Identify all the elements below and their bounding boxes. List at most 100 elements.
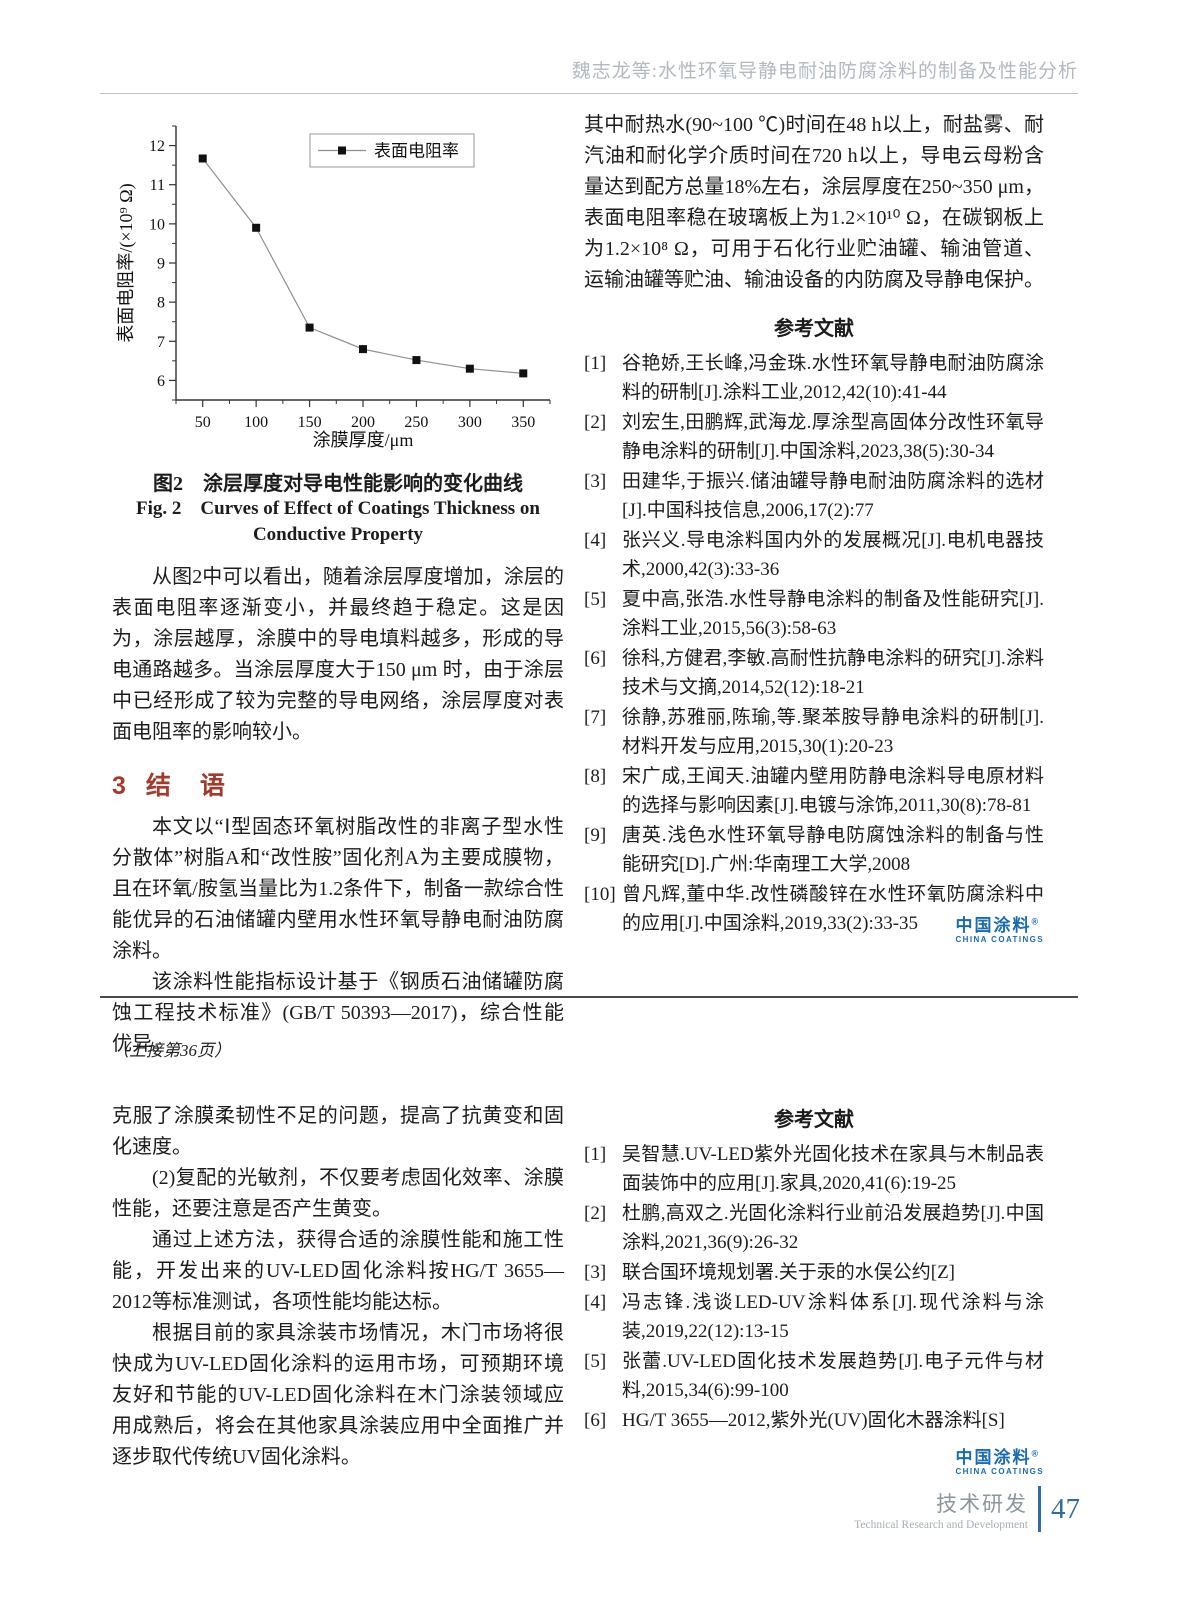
article2-references-list: [1] 吴智慧.UV-LED紫外光固化技术在家具与木制品表面装饰中的应用[J].… [584, 1140, 1044, 1435]
article1-columns: 6 7 8 9 10 11 12 50 100 150 200 250 300 350 表面电阻率 涂膜厚度/… [112, 110, 1044, 1060]
reference-label: [2] [584, 1203, 607, 1224]
reference-label: [6] [584, 648, 607, 669]
reference-item: [6] HG/T 3655—2012,紫外光(UV)固化木器涂料[S] [584, 1406, 1044, 1435]
reference-text: 冯志锋.浅谈LED-UV涂料体系[J].现代涂料与涂装,2019,22(12):… [622, 1292, 1044, 1342]
reference-item: [3] 田建华,于振兴.储油罐导静电耐油防腐涂料的选材[J].中国科技信息,20… [584, 467, 1044, 525]
reference-item: [1] 吴智慧.UV-LED紫外光固化技术在家具与木制品表面装饰中的应用[J].… [584, 1140, 1044, 1198]
reference-text: 徐科,方健君,李敏.高耐性抗静电涂料的研究[J].涂料技术与文摘,2014,52… [622, 648, 1044, 698]
reference-label: [1] [584, 1144, 607, 1165]
article1-references-list: [1] 谷艳娇,王长峰,冯金珠.水性环氧导静电耐油防腐涂料的研制[J].涂料工业… [584, 349, 1044, 938]
svg-text:8: 8 [157, 295, 165, 312]
reference-label: [7] [584, 707, 607, 728]
svg-text:表面电阻率: 表面电阻率 [374, 142, 459, 161]
header-rule [100, 93, 1078, 94]
reference-text: 杜鹏,高双之.光固化涂料行业前沿发展趋势[J].中国涂料,2021,36(9):… [622, 1203, 1044, 1253]
article1-left-column: 6 7 8 9 10 11 12 50 100 150 200 250 300 350 表面电阻率 涂膜厚度/… [112, 110, 564, 1060]
china-coatings-logo-cn: 中国涂料® [955, 916, 1039, 935]
article1-right-column: 其中耐热水(90~100 ℃)时间在48 h以上，耐盐雾、耐汽油和耐化学介质时间… [584, 110, 1044, 1060]
reference-label: [4] [584, 530, 607, 551]
reference-item: [5] 夏中高,张浩.水性导静电涂料的制备及性能研究[J].涂料工业,2015,… [584, 585, 1044, 643]
reference-item: [5] 张蕾.UV-LED固化技术发展趋势[J].电子元件与材料,2015,34… [584, 1347, 1044, 1405]
svg-text:100: 100 [244, 414, 268, 431]
reference-item: [2] 杜鹏,高双之.光固化涂料行业前沿发展趋势[J].中国涂料,2021,36… [584, 1199, 1044, 1257]
footer-section: 技术研发 Technical Research and Development [854, 1488, 1028, 1531]
reference-item: [3] 联合国环境规划署.关于汞的水俣公约[Z] [584, 1258, 1044, 1287]
reference-text: 宋广成,王闻天.油罐内壁用防静电涂料导电原材料的选择与影响因素[J].电镀与涂饰… [622, 766, 1044, 816]
reference-item: [10] 曾凡辉,董中华.改性磷酸锌在水性环氧防腐涂料中的应用[J].中国涂料,… [584, 880, 1044, 938]
svg-text:350: 350 [511, 414, 535, 431]
svg-text:50: 50 [195, 414, 211, 431]
reference-text: 刘宏生,田鹏辉,武海龙.厚涂型高固体分改性环氧导静电涂料的研制[J].中国涂料,… [622, 412, 1044, 462]
svg-text:300: 300 [458, 414, 482, 431]
article2-paragraph2: (2)复配的光敏剂，不仅要考虑固化效率、涂膜性能，还要注意是否产生黄变。 [112, 1167, 564, 1220]
registered-mark-icon: ® [1031, 916, 1039, 927]
registered-mark-icon: ® [1031, 1448, 1039, 1459]
article1-paragraph-figure-discussion: 从图2中可以看出，随着涂层厚度增加，涂层的表面电阻率逐渐变小，并最终趋于稳定。这… [112, 566, 564, 743]
reference-label: [3] [584, 471, 607, 492]
article2-block: （上接第36页） 克服了涂膜柔韧性不足的问题，提高了抗黄变和固化速度。 (2)复… [112, 1036, 1044, 1479]
continued-from-note: （上接第36页） [112, 1041, 231, 1060]
reference-text: 张兴义.导电涂料国内外的发展概况[J].电机电器技术,2000,42(3):33… [622, 530, 1044, 580]
reference-label: [5] [584, 589, 607, 610]
reference-text: 联合国环境规划署.关于汞的水俣公约[Z] [622, 1262, 956, 1283]
reference-text: 吴智慧.UV-LED紫外光固化技术在家具与木制品表面装饰中的应用[J].家具,2… [622, 1144, 1044, 1194]
footer-section-cn: 技术研发 [936, 1492, 1028, 1516]
reference-text: HG/T 3655—2012,紫外光(UV)固化木器涂料[S] [622, 1410, 1005, 1431]
reference-item: [8] 宋广成,王闻天.油罐内壁用防静电涂料导电原材料的选择与影响因素[J].电… [584, 762, 1044, 820]
article2-columns: 克服了涂膜柔韧性不足的问题，提高了抗黄变和固化速度。 (2)复配的光敏剂，不仅要… [112, 1101, 1044, 1479]
article1-conclusion-paragraph2: 该涂料性能指标设计基于《钢质石油储罐防腐蚀工程技术标准》(GB/T 50393—… [112, 971, 564, 1055]
reference-text: 夏中高,张浩.水性导静电涂料的制备及性能研究[J].涂料工业,2015,56(3… [622, 589, 1044, 639]
svg-text:表面电阻率/(×10⁹ Ω): 表面电阻率/(×10⁹ Ω) [116, 183, 137, 342]
reference-label: [9] [584, 825, 607, 846]
reference-item: [2] 刘宏生,田鹏辉,武海龙.厚涂型高固体分改性环氧导静电涂料的研制[J].中… [584, 408, 1044, 466]
article2-logo-row: 中国涂料® CHINA COATINGS [584, 1449, 1044, 1479]
article2-paragraph1: 克服了涂膜柔韧性不足的问题，提高了抗黄变和固化速度。 [112, 1105, 564, 1158]
reference-label: [6] [584, 1410, 607, 1431]
svg-text:11: 11 [150, 177, 165, 194]
svg-text:10: 10 [149, 216, 165, 233]
reference-item: [4] 张兴义.导电涂料国内外的发展概况[J].电机电器技术,2000,42(3… [584, 526, 1044, 584]
reference-label: [3] [584, 1262, 607, 1283]
section3-title: 结 语 [145, 772, 227, 800]
svg-text:250: 250 [404, 414, 428, 431]
footer-section-en: Technical Research and Development [854, 1518, 1028, 1531]
reference-label: [2] [584, 412, 607, 433]
reference-item: [1] 谷艳娇,王长峰,冯金珠.水性环氧导静电耐油防腐涂料的研制[J].涂料工业… [584, 349, 1044, 407]
reference-text: 田建华,于振兴.储油罐导静电耐油防腐涂料的选材[J].中国科技信息,2006,1… [622, 471, 1044, 521]
reference-item: [9] 唐英.浅色水性环氧导静电防腐蚀涂料的制备与性能研究[D].广州:华南理工… [584, 821, 1044, 879]
reference-label: [10] [584, 884, 616, 905]
reference-label: [8] [584, 766, 607, 787]
china-coatings-logo: 中国涂料® CHINA COATINGS [956, 917, 1045, 944]
article1-references: [1] 谷艳娇,王长峰,冯金珠.水性环氧导静电耐油防腐涂料的研制[J].涂料工业… [584, 349, 1044, 944]
svg-text:200: 200 [351, 414, 375, 431]
page-footer: 技术研发 Technical Research and Development … [854, 1486, 1080, 1532]
reference-item: [6] 徐科,方健君,李敏.高耐性抗静电涂料的研究[J].涂料技术与文摘,201… [584, 644, 1044, 702]
article2-references-title: 参考文献 [774, 1109, 854, 1131]
article2-left-column: 克服了涂膜柔韧性不足的问题，提高了抗黄变和固化速度。 (2)复配的光敏剂，不仅要… [112, 1101, 564, 1479]
figure2-caption-cn: 图2 涂层厚度对导电性能影响的变化曲线 [153, 473, 523, 495]
figure2: 6 7 8 9 10 11 12 50 100 150 200 250 300 350 表面电阻率 涂膜厚度/… [112, 110, 564, 463]
reference-text: 张蕾.UV-LED固化技术发展趋势[J].电子元件与材料,2015,34(6):… [622, 1351, 1044, 1401]
article1-conclusion-paragraph1: 本文以“Ⅰ型固态环氧树脂改性的非离子型水性分散体”树脂A和“改性胺”固化剂A为主… [112, 816, 564, 962]
reference-item: [7] 徐静,苏雅丽,陈瑜,等.聚苯胺导静电涂料的研制[J].材料开发与应用,2… [584, 703, 1044, 761]
running-head: 魏志龙等:水性环氧导静电耐油防腐涂料的制备及性能分析 [571, 61, 1078, 82]
svg-text:12: 12 [149, 138, 165, 155]
figure2-chart: 6 7 8 9 10 11 12 50 100 150 200 250 300 350 表面电阻率涂膜厚度/… [116, 125, 551, 450]
article2-paragraph3: 通过上述方法，获得合适的涂膜性能和施工性能，开发出来的UV-LED固化涂料按HG… [112, 1229, 564, 1313]
svg-text:涂膜厚度/μm: 涂膜厚度/μm [313, 430, 414, 450]
svg-text:9: 9 [157, 256, 165, 273]
svg-text:6: 6 [157, 373, 165, 390]
china-coatings-logo-en: CHINA COATINGS [955, 935, 1044, 944]
article1-references-title: 参考文献 [774, 318, 854, 340]
article-divider-rule [100, 996, 1078, 998]
reference-text: 曾凡辉,董中华.改性磷酸锌在水性环氧防腐涂料中的应用[J].中国涂料,2019,… [622, 884, 1044, 934]
china-coatings-logo: 中国涂料® CHINA COATINGS [956, 1449, 1045, 1476]
article2-paragraph4: 根据目前的家具涂装市场情况，木门市场将很快成为UV-LED固化涂料的运用市场，可… [112, 1322, 564, 1468]
reference-label: [5] [584, 1351, 607, 1372]
page-number: 47 [1051, 1492, 1080, 1525]
section3-number: 3 [112, 772, 126, 800]
china-coatings-logo-en: CHINA COATINGS [955, 1467, 1044, 1476]
figure2-caption-en-line2: Conductive Property [252, 524, 424, 545]
reference-text: 唐英.浅色水性环氧导静电防腐蚀涂料的制备与性能研究[D].广州:华南理工大学,2… [622, 825, 1044, 875]
article1-continued-paragraph: 其中耐热水(90~100 ℃)时间在48 h以上，耐盐雾、耐汽油和耐化学介质时间… [584, 114, 1044, 291]
